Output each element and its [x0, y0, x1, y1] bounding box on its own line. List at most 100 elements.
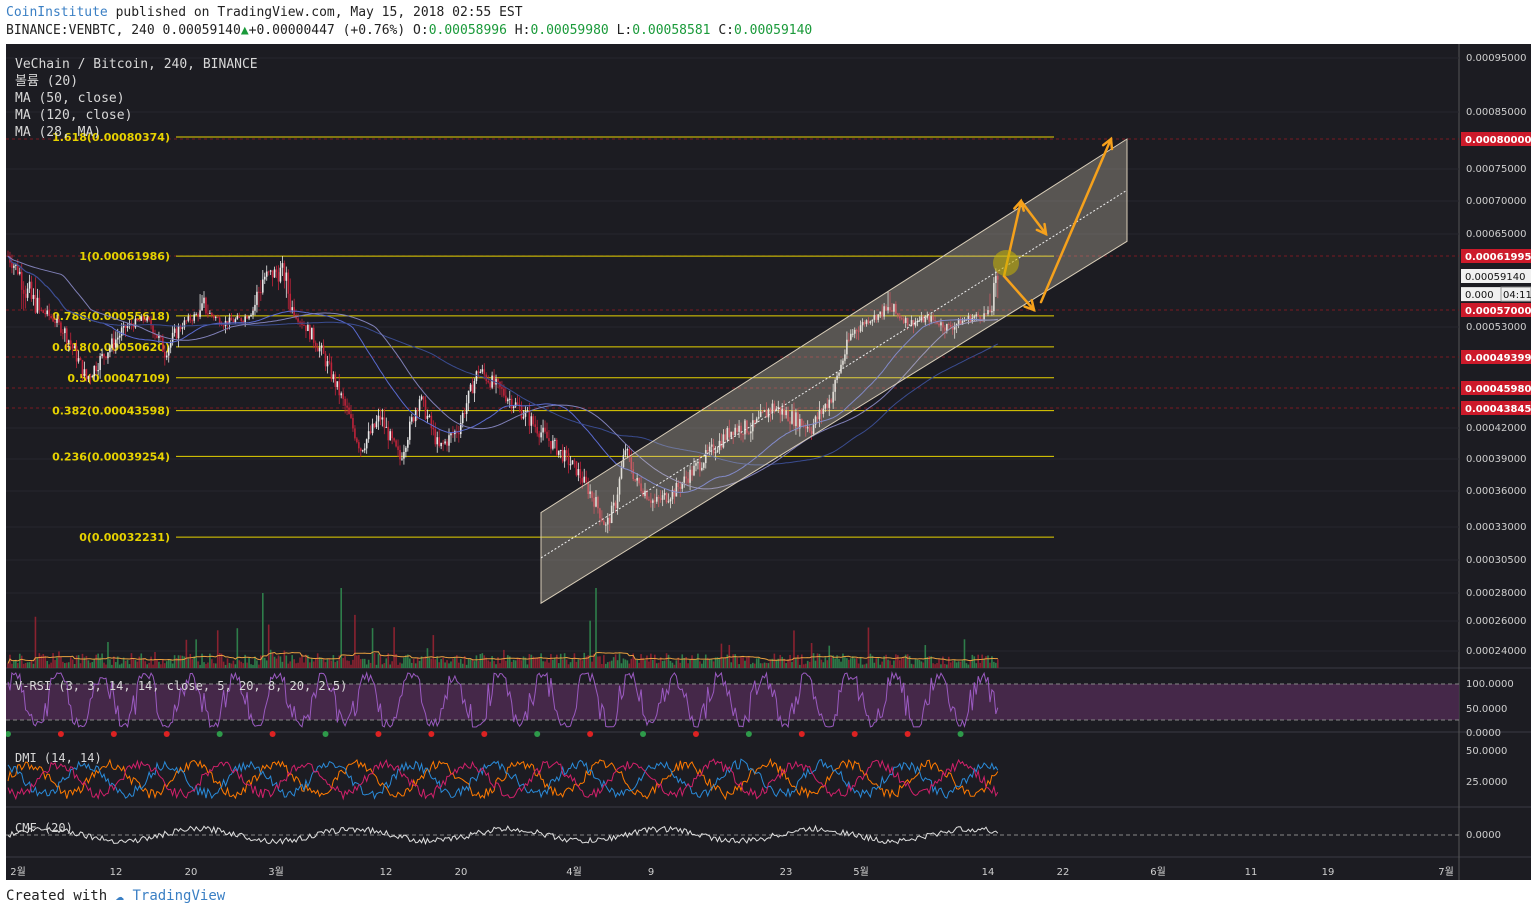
volume-bar: [465, 664, 468, 668]
price-label: 0.000: [1465, 290, 1494, 301]
chart-svg[interactable]: 0.00095000 0.00085000 0.00075000 0.00070000…: [6, 44, 1531, 880]
low-value: 0.00058581: [632, 23, 711, 38]
rsi-signal-dot: [322, 731, 329, 737]
volume-bar: [654, 654, 656, 668]
volume-bar: [234, 664, 237, 668]
volume-bar: [144, 661, 146, 668]
candle-body: [95, 365, 97, 372]
candle-body: [587, 482, 589, 494]
candle-body: [248, 316, 250, 319]
volume-bar: [197, 661, 199, 668]
volume-bar: [902, 657, 905, 668]
candle-body: [963, 320, 966, 322]
volume-bar: [577, 659, 580, 668]
candle-body: [169, 342, 172, 348]
volume-bar: [156, 659, 158, 668]
candle-body: [757, 417, 760, 419]
volume-bar: [520, 660, 523, 668]
volume-bar: [806, 660, 809, 668]
candle-body: [162, 337, 164, 352]
parallel-channel: [540, 138, 1128, 605]
candle-body: [501, 387, 503, 389]
volume-bar: [62, 661, 64, 668]
candle-body: [330, 362, 333, 380]
volume-bar: [608, 661, 611, 668]
volume-bar: [789, 654, 791, 668]
volume-bar: [446, 660, 448, 668]
volume-bar: [677, 657, 680, 668]
y-tick-label: 0.00070000: [1466, 196, 1526, 207]
volume-bar: [11, 663, 13, 668]
y-axis-ticks: 0.00095000 0.00085000 0.00075000 0.00070000…: [1466, 53, 1526, 657]
volume-bar: [628, 663, 631, 668]
volume-bar: [979, 662, 981, 668]
volume-bar: [655, 663, 658, 668]
volume-bar: [665, 653, 668, 668]
volume-bar: [381, 664, 384, 668]
volume-bar: [401, 663, 403, 668]
volume-bar: [750, 664, 752, 668]
volume-bar: [191, 659, 194, 668]
chart-background: [6, 44, 1531, 880]
candle-body: [109, 347, 111, 353]
candle-body: [195, 314, 197, 316]
candle-body: [305, 325, 307, 332]
candle-body: [597, 497, 599, 509]
chart-area[interactable]: 0.00095000 0.00085000 0.00075000 0.00070000…: [6, 44, 1531, 880]
candle-body: [944, 327, 946, 331]
tradingview-link[interactable]: TradingView: [132, 888, 226, 904]
candle-body: [271, 270, 274, 278]
volume-bar: [906, 654, 909, 668]
candle-body: [997, 275, 999, 280]
volume-bar: [879, 664, 881, 668]
candle-body: [493, 375, 495, 385]
candle-body: [575, 461, 578, 476]
pane-tick-label: 50.0000: [1466, 704, 1507, 715]
volume-bar: [918, 659, 921, 668]
volume-bar: [977, 654, 979, 668]
volume-bar: [248, 657, 250, 668]
price-label-box: [1461, 401, 1531, 415]
rsi-signal-dot: [798, 731, 805, 737]
candle-body: [379, 415, 382, 420]
volume-bar: [942, 656, 944, 668]
volume-bar: [301, 654, 303, 668]
candle-body: [508, 398, 511, 400]
volume-bar: [650, 653, 652, 668]
candle-body: [267, 271, 270, 273]
volume-bar: [142, 658, 145, 668]
candle-body: [544, 427, 546, 432]
volume-bar: [659, 657, 662, 668]
volume-bar: [473, 661, 476, 668]
volume-bar: [311, 658, 313, 668]
volume-bar: [426, 648, 429, 668]
volume-bar: [704, 654, 707, 668]
candle-body: [265, 271, 268, 277]
volume-bar: [305, 654, 307, 668]
volume-bar: [183, 656, 186, 668]
volume-bar: [893, 660, 895, 668]
volume-bar: [648, 661, 650, 668]
candle-body: [556, 439, 558, 455]
volume-bar: [95, 654, 97, 668]
candle-body: [908, 324, 911, 326]
volume-bar: [797, 654, 799, 668]
candle-body: [683, 476, 685, 483]
volume-bar: [487, 660, 489, 668]
volume-bar: [669, 660, 672, 668]
candle-body: [948, 323, 950, 325]
fib-label: 0.236(0.00039254): [52, 450, 170, 463]
candle-body: [395, 440, 397, 447]
volume-bar: [991, 656, 993, 668]
candle-body: [806, 427, 809, 429]
candle-body: [405, 447, 407, 452]
volume-bar: [105, 664, 107, 668]
candle-body: [46, 310, 48, 315]
candle-body: [234, 319, 237, 323]
candle-body: [514, 402, 517, 407]
author-link[interactable]: CoinInstitute: [6, 5, 108, 20]
volume-bar: [795, 657, 797, 668]
candle-body: [412, 417, 415, 422]
candle-body: [32, 294, 35, 299]
volume-bar: [706, 657, 709, 668]
